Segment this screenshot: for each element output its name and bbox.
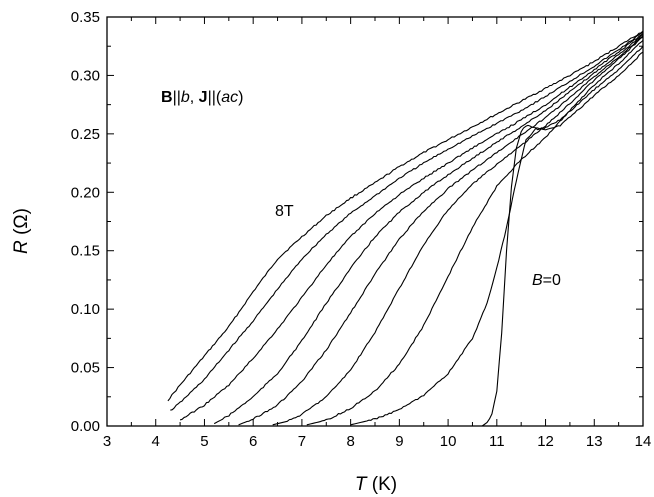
label-B0: B=0: [532, 272, 561, 289]
plot-area: 3 4 5 6 7 8 9 10 11 12 13 14 0.00 0.05 0.10 0.15 0.20 0.2…: [71, 9, 652, 450]
y-tick-label: 0.25: [71, 126, 100, 143]
y-tick-label: 0.20: [71, 184, 100, 201]
tick-labels: 3 4 5 6 7 8 9 10 11 12 13 14 0.00 0.05 0.10 0.15 0.20 0.2…: [71, 9, 652, 450]
series-line-8: [481, 51, 644, 427]
series-line-6: [306, 39, 644, 426]
field-geometry-annotation: B||b, J||(ac): [161, 89, 243, 106]
tick-marks: [106, 16, 644, 427]
x-tick-label: 5: [200, 433, 208, 450]
y-tick-label: 0.35: [71, 9, 100, 26]
x-tick-label: 8: [346, 433, 354, 450]
x-axis-title: T (K): [355, 474, 397, 495]
x-tick-label: 14: [635, 433, 652, 450]
y-tick-label: 0.30: [71, 67, 100, 84]
x-tick-label: 13: [586, 433, 603, 450]
x-tick-label: 3: [103, 433, 111, 450]
series-line-7: [350, 45, 644, 426]
x-tick-label: 11: [489, 433, 505, 450]
y-tick-label: 0.00: [71, 418, 100, 435]
series-line-4: [238, 35, 644, 426]
x-tick-label: 4: [152, 433, 160, 450]
x-tick-label: 10: [440, 433, 457, 450]
y-tick-label: 0.05: [71, 360, 100, 377]
plot-frame: [106, 16, 644, 427]
series-line-5: [272, 36, 644, 426]
series-line-1: [170, 31, 644, 411]
series-line-2: [179, 32, 644, 421]
series-layer: [167, 30, 644, 427]
y-axis-title: R (Ω): [11, 208, 32, 254]
series-line-0: [167, 30, 644, 402]
label-8T: 8T: [275, 203, 294, 220]
series-line-3: [213, 34, 644, 425]
x-tick-label: 6: [249, 433, 257, 450]
y-tick-label: 0.15: [71, 243, 100, 260]
x-tick-label: 12: [537, 433, 554, 450]
x-tick-label: 9: [395, 433, 403, 450]
x-tick-label: 7: [298, 433, 306, 450]
y-tick-label: 0.10: [71, 301, 100, 318]
